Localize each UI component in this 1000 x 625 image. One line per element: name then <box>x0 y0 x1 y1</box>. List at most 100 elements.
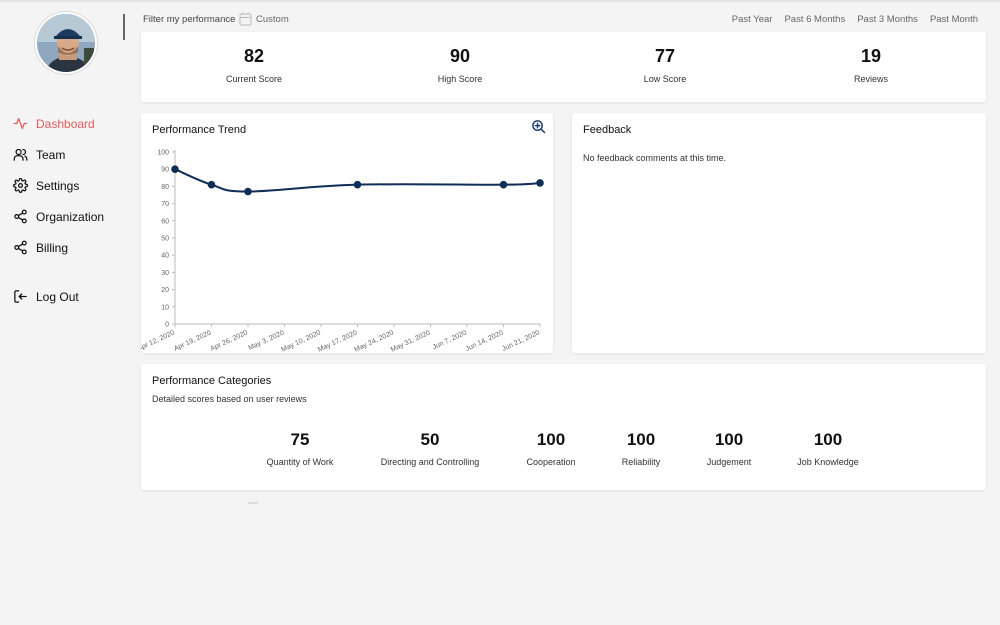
y-tick-label: 10 <box>161 304 169 311</box>
category-label: Cooperation <box>526 457 576 467</box>
data-point <box>353 180 362 189</box>
sidebar-item-label: Dashboard <box>36 116 95 131</box>
nav-spacer <box>12 263 104 281</box>
x-tick-label: May 10, 2020 <box>280 329 321 353</box>
category-judgement: 100 Judgement <box>694 430 764 467</box>
category-label: Quantity of Work <box>266 457 334 467</box>
activity-icon <box>12 116 28 132</box>
x-tick-label: Jun 14, 2020 <box>465 329 505 352</box>
logout-label: Log Out <box>36 289 79 304</box>
x-tick-label: Jun 7, 2020 <box>432 329 468 351</box>
logout-icon <box>12 289 28 305</box>
x-tick-label: May 31, 2020 <box>390 329 431 353</box>
category-job-knowledge: 100 Job Knowledge <box>783 430 873 467</box>
sidebar-item-label: Team <box>36 147 66 162</box>
stat-label: Low Score <box>643 74 687 84</box>
categories-title: Performance Categories <box>152 375 272 387</box>
sidebar: Dashboard Team Settings Organization Bil… <box>0 0 130 625</box>
x-tick-label: May 24, 2020 <box>353 329 394 353</box>
feedback-title: Feedback <box>583 124 632 136</box>
top-border <box>0 0 1000 2</box>
stat-low-score: 77 Low Score <box>595 46 735 84</box>
x-tick-label: Apr 26, 2020 <box>210 329 249 352</box>
data-point <box>207 180 216 189</box>
y-tick-label: 80 <box>161 184 169 191</box>
performance-trend-card: Performance Trend 0 10 20 30 40 50 60 70 80 90 100… <box>141 113 553 353</box>
data-point <box>244 187 252 196</box>
stat-label: Reviews <box>853 74 888 84</box>
y-tick-label: 60 <box>161 218 169 225</box>
sidebar-item-billing[interactable]: Billing <box>12 232 104 263</box>
categories-subtitle: Detailed scores based on user reviews <box>152 394 307 404</box>
range-past-year[interactable]: Past Year <box>731 14 773 25</box>
data-point <box>499 180 508 189</box>
y-axis-ticks: 0 10 20 30 40 50 60 70 80 90 100 <box>157 150 175 329</box>
stat-value: 19 <box>860 46 882 66</box>
data-point <box>536 179 544 187</box>
stat-value: 82 <box>243 46 265 66</box>
x-tick-label: Apr 19, 2020 <box>173 329 212 352</box>
stat-value: 90 <box>449 46 471 66</box>
y-tick-label: 20 <box>161 287 169 294</box>
category-reliability: 100 Reliability <box>606 430 676 467</box>
stats-card: 82 Current Score 90 High Score 77 Low Sc… <box>141 32 986 102</box>
category-value: 100 <box>813 430 843 449</box>
data-point <box>171 165 179 173</box>
x-tick-label: Apr 12, 2020 <box>141 329 176 352</box>
sidebar-nav: Dashboard Team Settings Organization Bil… <box>12 108 104 312</box>
category-label: Job Knowledge <box>797 457 859 467</box>
series-points <box>171 165 544 196</box>
category-value: 100 <box>536 430 566 449</box>
y-tick-label: 30 <box>161 270 169 277</box>
filter-label: Filter my performance <box>143 14 236 25</box>
sidebar-divider <box>123 14 125 40</box>
category-quantity-of-work: 75 Quantity of Work <box>250 430 350 467</box>
range-options: Past Year Past 6 Months Past 3 Months Pa… <box>732 14 978 25</box>
sidebar-item-label: Settings <box>36 178 80 193</box>
performance-categories-card: Performance Categories Detailed scores b… <box>141 364 986 490</box>
custom-range-button[interactable]: Custom <box>256 14 289 25</box>
filter-bar: Filter my performance Custom Past Year P… <box>143 12 978 28</box>
sidebar-item-team[interactable]: Team <box>12 139 104 170</box>
x-tick-label: Jun 21, 2020 <box>501 329 541 352</box>
stat-label: Current Score <box>225 74 283 84</box>
stat-label: High Score <box>437 74 483 84</box>
category-label: Directing and Controlling <box>380 457 480 467</box>
share-icon <box>12 240 28 256</box>
logout-button[interactable]: Log Out <box>12 281 104 312</box>
y-tick-label: 90 <box>161 167 169 174</box>
avatar-image <box>37 14 95 72</box>
x-tick-label: May 17, 2020 <box>317 329 358 353</box>
calendar-icon[interactable] <box>239 12 252 29</box>
users-icon <box>12 147 28 163</box>
stat-high-score: 90 High Score <box>390 46 530 84</box>
chart-axes <box>174 150 540 325</box>
trend-title: Performance Trend <box>152 124 247 136</box>
range-past-3-months[interactable]: Past 3 Months <box>857 14 918 25</box>
resize-handle[interactable] <box>248 502 258 504</box>
category-value: 100 <box>626 430 656 449</box>
range-past-6-months[interactable]: Past 6 Months <box>784 14 846 25</box>
sidebar-item-dashboard[interactable]: Dashboard <box>12 108 104 139</box>
zoom-in-icon[interactable] <box>531 119 546 139</box>
category-value: 50 <box>420 430 440 449</box>
sidebar-item-label: Organization <box>36 209 105 224</box>
y-tick-label: 70 <box>161 201 169 208</box>
range-past-month[interactable]: Past Month <box>929 14 978 25</box>
share-icon <box>12 209 28 225</box>
avatar[interactable] <box>35 12 97 74</box>
category-value: 100 <box>714 430 744 449</box>
category-directing-and-controlling: 50 Directing and Controlling <box>370 430 490 467</box>
y-tick-label: 0 <box>165 322 169 329</box>
y-tick-label: 100 <box>157 150 169 157</box>
sidebar-item-organization[interactable]: Organization <box>12 201 104 232</box>
category-label: Judgement <box>706 457 752 467</box>
x-tick-label: May 3, 2020 <box>247 329 285 352</box>
category-value: 75 <box>290 430 310 449</box>
gear-icon <box>12 178 28 194</box>
feedback-card: Feedback No feedback comments at this ti… <box>572 113 986 353</box>
sidebar-item-settings[interactable]: Settings <box>12 170 104 201</box>
stat-reviews: 19 Reviews <box>801 46 941 84</box>
